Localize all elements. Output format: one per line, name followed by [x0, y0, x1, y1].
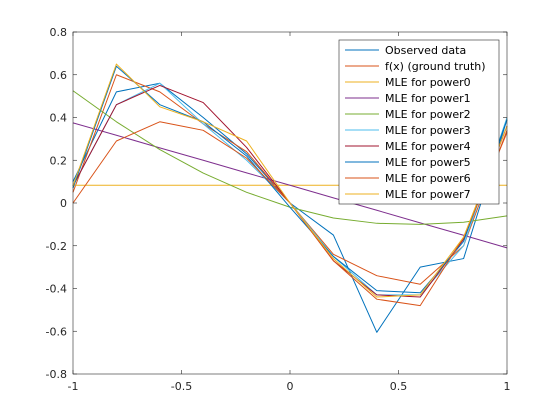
legend-label-4: MLE for power2: [385, 108, 471, 121]
y-tick-label-8: 0.8: [50, 26, 68, 39]
y-tick-label-4: 0: [60, 197, 67, 210]
x-tick-label-1: -0.5: [171, 380, 192, 393]
legend-label-1: f(x) (ground truth): [385, 60, 486, 73]
legend-box: [338, 39, 500, 205]
series-line-3: [72, 122, 508, 249]
series-layer: [72, 63, 508, 333]
y-tick-label-2: -0.4: [46, 283, 67, 296]
series-line-9: [72, 63, 508, 298]
legend-label-6: MLE for power4: [385, 140, 471, 153]
y-tick-label-7: 0.6: [50, 69, 68, 82]
legend: Observed data f(x) (ground truth) MLE for …: [338, 39, 500, 205]
x-tick-label-2: 0: [287, 380, 294, 393]
legend-label-0: Observed data: [385, 44, 466, 57]
x-tick-label-4: 1: [504, 380, 511, 393]
y-tick-label-5: 0.2: [50, 154, 68, 167]
legend-label-3: MLE for power1: [385, 92, 471, 105]
y-tick-label-1: -0.6: [46, 325, 67, 338]
y-tick-label-6: 0.4: [50, 112, 68, 125]
y-tick-label-0: -0.8: [46, 368, 67, 381]
x-tick-label-0: -1: [68, 380, 79, 393]
legend-label-5: MLE for power3: [385, 124, 471, 137]
axes-layer: -1 -0.5 0 0.5 1 -0.8 -0.6 -0.4 -0.2 0 0.2 0.4 0.6 0.8: [46, 26, 511, 393]
legend-label-9: MLE for power7: [385, 188, 471, 201]
legend-label-7: MLE for power5: [385, 156, 471, 169]
legend-label-8: MLE for power6: [385, 172, 471, 185]
legend-label-2: MLE for power0: [385, 76, 471, 89]
y-tick-label-3: -0.2: [46, 240, 67, 253]
x-tick-label-3: 0.5: [390, 380, 408, 393]
